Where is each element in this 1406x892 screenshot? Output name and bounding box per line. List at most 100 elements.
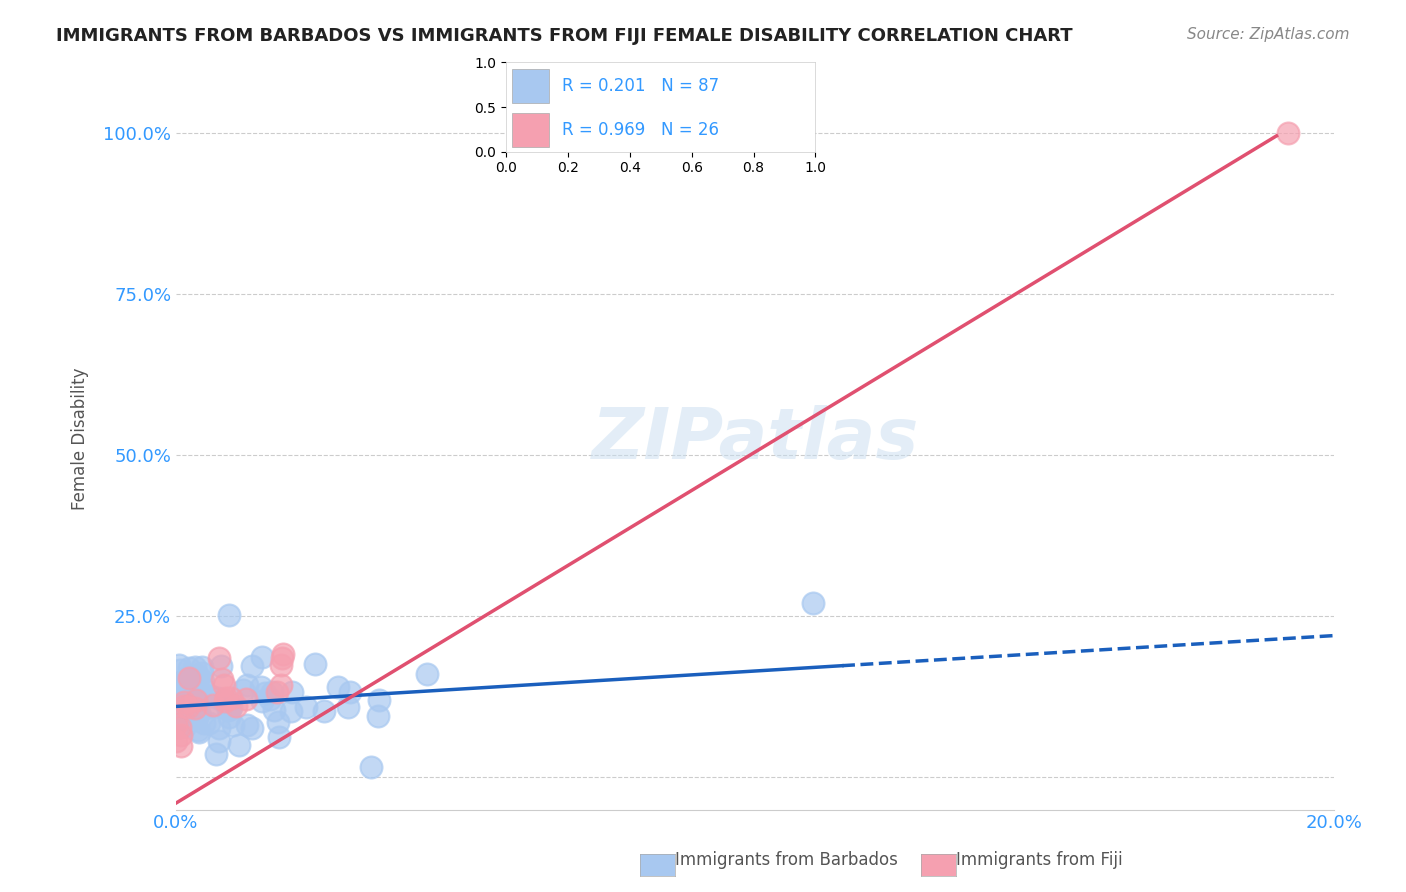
Point [187,723,209,738]
Point [198,699,221,714]
Point [174,675,197,690]
Point [228,738,250,752]
Point [360,760,382,774]
Point [240,721,263,735]
Point [281,685,304,699]
Point [173,719,195,733]
Point [173,706,195,721]
Point [215,691,238,706]
Text: Immigrants from Barbados: Immigrants from Barbados [675,851,898,869]
Point [1277,126,1299,140]
Point [170,687,193,701]
Point [176,673,198,687]
Point [250,650,273,665]
Point [167,679,190,693]
Point [173,690,195,705]
Point [166,706,188,721]
Point [267,714,290,729]
Point [165,717,187,731]
Point [416,666,439,681]
Point [183,676,205,690]
Point [193,715,215,730]
Point [165,696,187,710]
Point [236,718,259,732]
Point [169,720,191,734]
Point [250,681,273,695]
Y-axis label: Female Disability: Female Disability [72,368,89,510]
Point [207,721,229,735]
Point [184,692,207,706]
Point [295,700,318,714]
Point [176,706,198,720]
Point [337,700,360,714]
Point [217,703,239,717]
Point [225,699,247,714]
Point [367,708,389,723]
Point [259,692,281,706]
Point [173,698,195,713]
Point [193,674,215,689]
Point [200,689,222,703]
Point [208,733,231,747]
Point [186,709,208,723]
Point [204,747,226,762]
Point [270,657,292,672]
Point [219,700,242,714]
Point [801,596,824,610]
Point [172,700,194,714]
Point [191,665,214,680]
Point [183,696,205,710]
Point [271,647,294,661]
Point [177,696,200,710]
Point [177,707,200,722]
Point [312,704,335,718]
Point [218,697,240,711]
Point [184,682,207,697]
FancyBboxPatch shape [512,69,550,103]
Point [266,684,288,698]
Point [177,673,200,688]
Point [221,718,243,732]
Point [218,608,240,623]
Point [174,671,197,685]
Point [240,659,263,673]
Point [235,692,257,706]
Point [232,683,254,698]
Point [211,692,233,706]
Point [177,696,200,710]
Point [260,685,283,699]
Point [211,673,233,687]
Point [169,720,191,734]
Point [169,681,191,696]
Point [252,694,274,708]
Point [339,684,361,698]
Point [263,703,285,717]
Point [167,676,190,690]
Point [187,682,209,697]
Point [169,657,191,672]
Point [187,725,209,739]
Point [188,705,211,719]
Point [236,678,259,692]
Point [214,693,236,707]
Text: R = 0.969   N = 26: R = 0.969 N = 26 [562,121,718,139]
Point [184,701,207,715]
Point [280,704,302,718]
Point [177,671,200,685]
Point [173,695,195,709]
Point [209,659,232,673]
Point [190,660,212,674]
Point [269,731,291,745]
Point [169,728,191,742]
Point [219,690,242,705]
Text: Immigrants from Fiji: Immigrants from Fiji [956,851,1123,869]
Text: R = 0.201   N = 87: R = 0.201 N = 87 [562,77,718,95]
Point [270,678,292,692]
Point [184,676,207,690]
Point [170,739,193,753]
Point [208,650,231,665]
Point [167,721,190,735]
Point [179,669,201,683]
Text: ZIPatlas: ZIPatlas [592,405,920,474]
Point [197,715,219,730]
